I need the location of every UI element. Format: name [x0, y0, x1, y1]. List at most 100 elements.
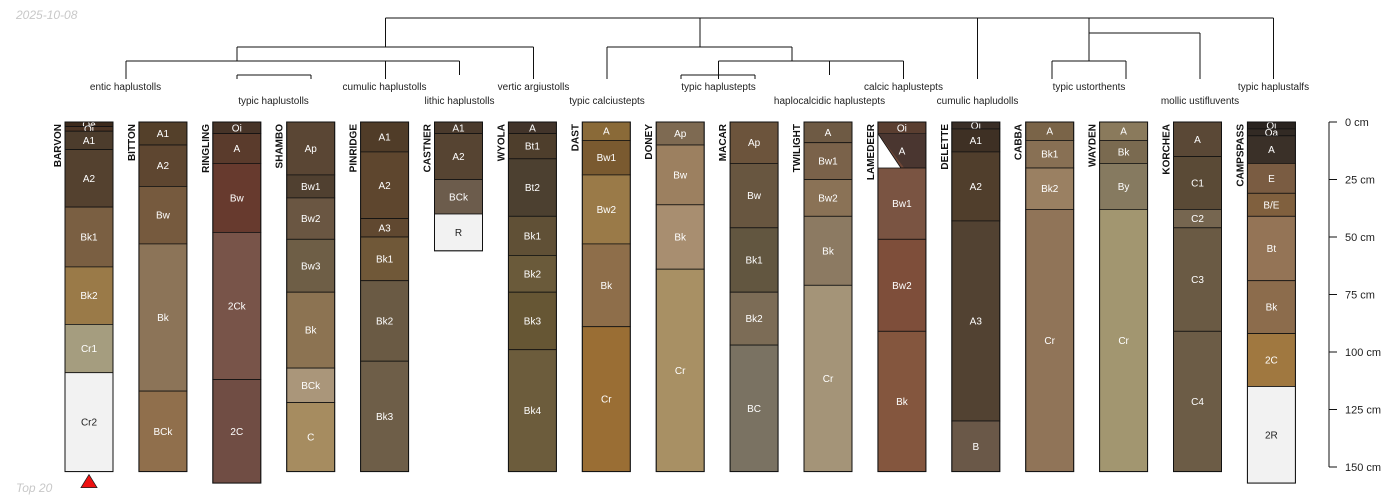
taxon-label: lithic haplustolls	[424, 96, 494, 107]
profile-outline	[1099, 121, 1149, 473]
horizon-bk	[877, 330, 927, 472]
horizon-label: Bk1	[745, 256, 763, 267]
horizon-label: Bk2	[376, 316, 394, 327]
horizon-label: A	[603, 127, 610, 138]
profile-name: MACAR	[718, 123, 729, 161]
horizon-label: Cr	[1044, 336, 1055, 347]
horizon-label: Bk	[600, 281, 613, 292]
horizon-label: Bw2	[818, 193, 838, 204]
horizon-label: A	[1268, 145, 1275, 156]
horizon-bk1	[64, 206, 114, 268]
horizon-label: A	[529, 123, 536, 134]
horizon-label: B/E	[1263, 200, 1279, 211]
horizon-label: Oi	[971, 121, 981, 132]
horizon-label: A1	[157, 129, 170, 140]
profile-outline	[951, 121, 1001, 473]
horizon-label: Bw	[673, 170, 688, 181]
horizon-label: Bk2	[1041, 184, 1059, 195]
horizon-label: A1	[83, 136, 96, 147]
horizon-label: Bk2	[524, 269, 542, 280]
horizon-label: Ap	[674, 129, 687, 140]
axis-tick-label: 75 cm	[1345, 290, 1375, 302]
horizon-label: 2C	[1265, 356, 1278, 367]
horizon-label: 2Ck	[228, 302, 247, 313]
horizon-bck	[286, 367, 336, 404]
horizon-label: BCk	[153, 427, 173, 438]
horizon-label: A2	[452, 152, 465, 163]
horizon-label: C3	[1191, 275, 1204, 286]
horizon-label: Bk4	[524, 406, 542, 417]
horizon-label: Bw1	[818, 157, 838, 168]
profile-ringling: Oi A Bw 2Ck 2C RINGLING	[201, 121, 262, 484]
profile-outline	[803, 121, 853, 473]
profile-name: WYOLA	[496, 124, 507, 161]
horizon-label: A	[1194, 135, 1201, 146]
horizon-label: A2	[378, 181, 391, 192]
horizon-label: Bt1	[525, 142, 540, 153]
horizon-bw1	[803, 142, 853, 180]
profile-outline	[138, 121, 188, 473]
profile-outline	[64, 121, 114, 473]
horizon-bk	[138, 243, 188, 392]
horizon-label: Bk1	[1041, 150, 1059, 161]
horizon-c	[286, 402, 336, 473]
taxon-label: typic calciustepts	[569, 96, 645, 107]
horizon-label: Bk	[1118, 147, 1131, 158]
taxon-label: entic haplustolls	[90, 82, 161, 93]
horizon-label: A2	[157, 161, 170, 172]
horizon-label: Cr2	[81, 418, 98, 429]
profile-outline	[360, 121, 410, 473]
taxon-label: mollic ustifluvents	[1161, 96, 1239, 107]
profile-name: TWILIGHT	[792, 124, 803, 172]
horizon-bk2	[729, 291, 779, 346]
profile-name: BARVON	[53, 124, 64, 167]
date-label: 2025-10-08	[16, 8, 78, 22]
horizon-cr1	[64, 323, 114, 374]
horizon-bk	[1247, 280, 1296, 335]
profile-name: LAMEDEER	[866, 123, 877, 180]
profile-korchea: A C1 C2 C3 C4 KORCHEA	[1162, 121, 1222, 473]
horizon-label: A3	[378, 223, 391, 234]
profile-name: DELETTE	[940, 124, 951, 170]
horizon-label: Ap	[305, 144, 318, 155]
horizon-label: 2C	[230, 427, 243, 438]
horizon-label: Bk2	[745, 314, 763, 325]
horizon-label: Bw	[747, 191, 762, 202]
horizon-label: Bk	[157, 313, 170, 324]
horizon-label: Bk1	[376, 254, 394, 265]
horizon-label: A	[233, 144, 240, 155]
profile-outline	[729, 121, 779, 473]
profile-name: KORCHEA	[1162, 124, 1173, 175]
profile-name: CAMPSPASS	[1235, 124, 1246, 187]
profile-shambo: Ap Bw1 Bw2 Bw3 Bk BCk C SHAMBO	[275, 121, 336, 473]
horizon-c1	[1173, 156, 1222, 210]
horizon-label: By	[1118, 182, 1130, 193]
horizon-label: C1	[1191, 178, 1204, 189]
horizon-bk3	[507, 291, 557, 351]
horizon-label: A2	[83, 174, 96, 185]
horizon-label: B	[972, 442, 979, 453]
profile-outline	[581, 121, 631, 473]
horizon-label: Bk1	[80, 233, 98, 244]
profile-name: DAST	[570, 124, 581, 151]
horizon-label: Bk	[1266, 303, 1279, 314]
horizon-bk	[286, 291, 336, 369]
profile-doney: Ap Bw Bk Cr DONEY	[644, 121, 705, 473]
horizon-2c	[212, 379, 262, 484]
profile-name: RINGLING	[201, 124, 212, 173]
profile-name: CASTNER	[423, 123, 434, 172]
horizon-label: Bk	[674, 233, 687, 244]
horizon-label: Bk	[305, 326, 318, 337]
horizon-label: Cr	[823, 374, 834, 385]
horizon-2c	[1247, 333, 1296, 387]
profile-pinridge: A1 A2 A3 Bk1 Bk2 Bk3 PINRIDGE	[349, 121, 410, 473]
profile-delette: Oi A1 A2 A3 B DELETTE	[940, 121, 1001, 473]
horizon-label: Oi	[1266, 121, 1276, 132]
horizon-label: Bk	[822, 246, 835, 257]
wedge-line	[877, 133, 902, 169]
horizon-label: Bw3	[301, 261, 321, 272]
horizon-bk1	[360, 236, 410, 282]
profile-name: BITTON	[127, 124, 138, 161]
profile-name: PINRIDGE	[349, 124, 360, 173]
